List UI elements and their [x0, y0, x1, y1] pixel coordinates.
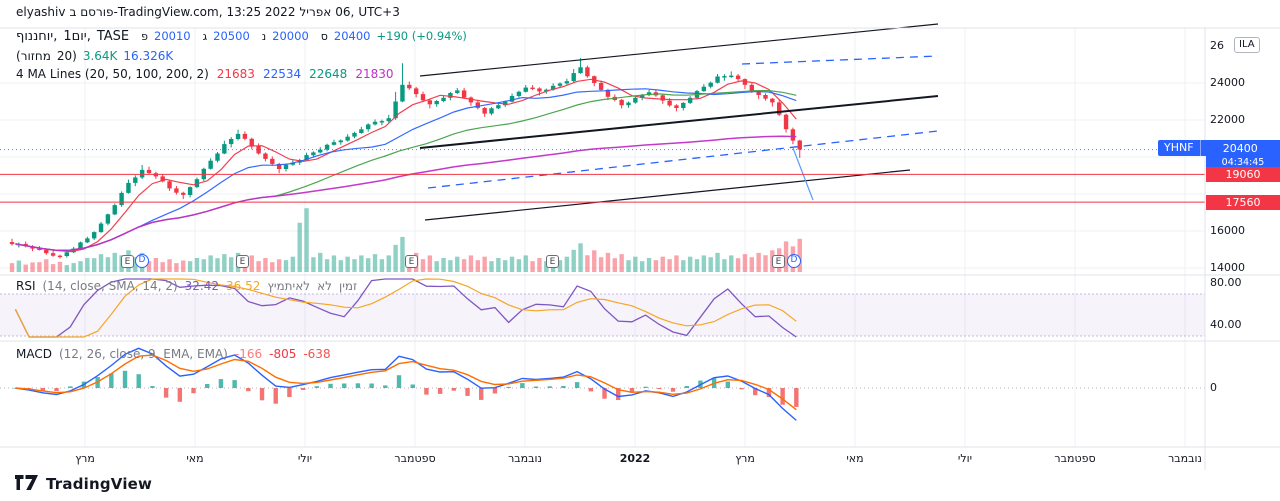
rsi-ma-value: 36.52 — [226, 279, 261, 293]
low-label: נ — [261, 30, 267, 43]
macd-signal-value: -638 — [303, 347, 331, 361]
publish-day: 06, — [335, 5, 355, 19]
symbol-legend[interactable]: יוחננוף, 1יום, TASE פ 20010 ג 20500 נ 20… — [16, 29, 467, 44]
ma-lines-label: 4 MA Lines (20, 50, 100, 200, 2) — [16, 67, 209, 81]
rsi-note-word-1: לאיתמיץ — [267, 279, 311, 293]
volume-legend[interactable]: (מחזור 20) 3.64K 16.326K — [16, 49, 173, 63]
earnings-marker[interactable]: E — [546, 255, 559, 268]
currency-badge[interactable]: ILA — [1234, 37, 1260, 53]
ma100-value: 22648 — [309, 67, 348, 81]
published-on-text: פורסם ב-TradingView.com, — [69, 5, 223, 19]
macd-legend[interactable]: MACD (12, 26, close, 9, EMA, EMA) -166 -… — [16, 347, 331, 361]
symbol-name: יוחננוף, — [16, 29, 58, 44]
volume-ma-value: 16.326K — [123, 49, 174, 63]
rsi-title: RSI — [16, 279, 36, 293]
trend-line — [424, 169, 911, 221]
open-label: פ — [141, 30, 149, 43]
volume-label-length: 20) — [56, 49, 77, 63]
earnings-marker[interactable]: E — [405, 255, 418, 268]
dividend-marker[interactable]: D — [135, 254, 149, 268]
earnings-marker[interactable]: E — [121, 255, 134, 268]
change-value: +190 (+0.94%) — [376, 29, 467, 43]
macd-hist-value: -166 — [234, 347, 263, 361]
rsi-note-word-3: זמין — [338, 279, 358, 293]
macd-params: (12, 26, close, 9, EMA, EMA) — [58, 347, 228, 361]
symbol-exchange: TASE — [96, 29, 130, 44]
open-value: 20010 — [154, 29, 191, 43]
ma-line-1 — [15, 88, 797, 252]
rsi-note-word-2: לא — [317, 279, 332, 293]
low-value: 20000 — [272, 29, 309, 43]
volume-value: 3.64K — [82, 49, 118, 63]
price-line-badge-19060: 19060 — [1206, 167, 1280, 182]
trend-line — [419, 95, 939, 149]
tradingview-logo-icon[interactable] — [14, 472, 39, 495]
ma-line-2 — [15, 89, 797, 252]
publisher-username[interactable]: elyashiv — [16, 5, 66, 19]
symbol-interval: 1יום, — [63, 29, 91, 44]
bar-countdown-label: 04:34:45 — [1206, 156, 1280, 169]
publish-month: אפריל — [299, 5, 332, 19]
macd-line-value: -805 — [269, 347, 297, 361]
macd-title: MACD — [16, 347, 52, 361]
rsi-ma-line — [14, 278, 797, 338]
publish-header: elyashiv פורסם ב-TradingView.com, 13:25 … — [16, 5, 400, 19]
dashed-trend-line — [427, 130, 939, 189]
rsi-line — [14, 278, 797, 338]
last-price-badge: YHNF 20400 — [1158, 140, 1280, 156]
ma20-value: 21683 — [216, 67, 255, 81]
high-value: 20500 — [213, 29, 250, 43]
ma50-value: 22534 — [262, 67, 302, 81]
volume-label: (מחזור — [16, 49, 51, 63]
earnings-marker[interactable]: E — [772, 255, 785, 268]
rsi-legend[interactable]: RSI (14, close, SMA, 14, 2) 32.42 36.52 … — [16, 279, 357, 293]
ma-line-3 — [15, 135, 797, 252]
ma200-value: 21830 — [355, 67, 394, 81]
close-label: ס — [320, 30, 328, 43]
symbol-ticker-label: YHNF — [1158, 140, 1201, 156]
rsi-value: 32.42 — [184, 279, 219, 293]
rsi-params: (14, close, SMA, 14, 2) — [42, 279, 178, 293]
trend-line — [419, 23, 939, 77]
tradingview-wordmark: TradingView — [46, 474, 153, 493]
price-line-badge-17560: 17560 — [1206, 195, 1280, 210]
dashed-trend-line — [741, 55, 939, 65]
earnings-marker[interactable]: E — [236, 255, 249, 268]
ma-line-0 — [15, 78, 797, 253]
close-value: 20400 — [333, 29, 371, 43]
publish-timezone: UTC+3 — [358, 5, 400, 19]
macd-line — [15, 347, 797, 421]
last-price-value: 20400 — [1222, 141, 1258, 155]
ma-lines-legend[interactable]: 4 MA Lines (20, 50, 100, 200, 2) 21683 2… — [16, 67, 394, 81]
high-label: ג — [202, 30, 208, 43]
macd-signal-line — [15, 354, 797, 411]
rsi-band — [0, 294, 1205, 336]
tradingview-branding[interactable]: TradingView — [14, 472, 152, 495]
dividend-marker[interactable]: D — [787, 254, 801, 268]
publish-time: 13:25 2022 — [226, 5, 296, 19]
